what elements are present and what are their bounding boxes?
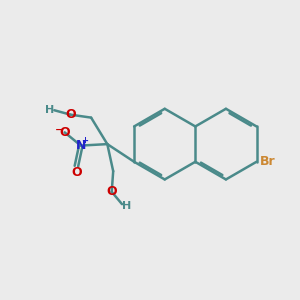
Text: O: O bbox=[106, 185, 117, 198]
Text: Br: Br bbox=[260, 155, 276, 168]
Text: −: − bbox=[55, 125, 64, 135]
Text: H: H bbox=[122, 201, 131, 211]
Text: O: O bbox=[71, 166, 82, 179]
Text: N: N bbox=[76, 139, 86, 152]
Text: O: O bbox=[59, 126, 70, 139]
Text: O: O bbox=[65, 108, 76, 121]
Text: +: + bbox=[81, 136, 88, 145]
Text: H: H bbox=[45, 105, 55, 115]
